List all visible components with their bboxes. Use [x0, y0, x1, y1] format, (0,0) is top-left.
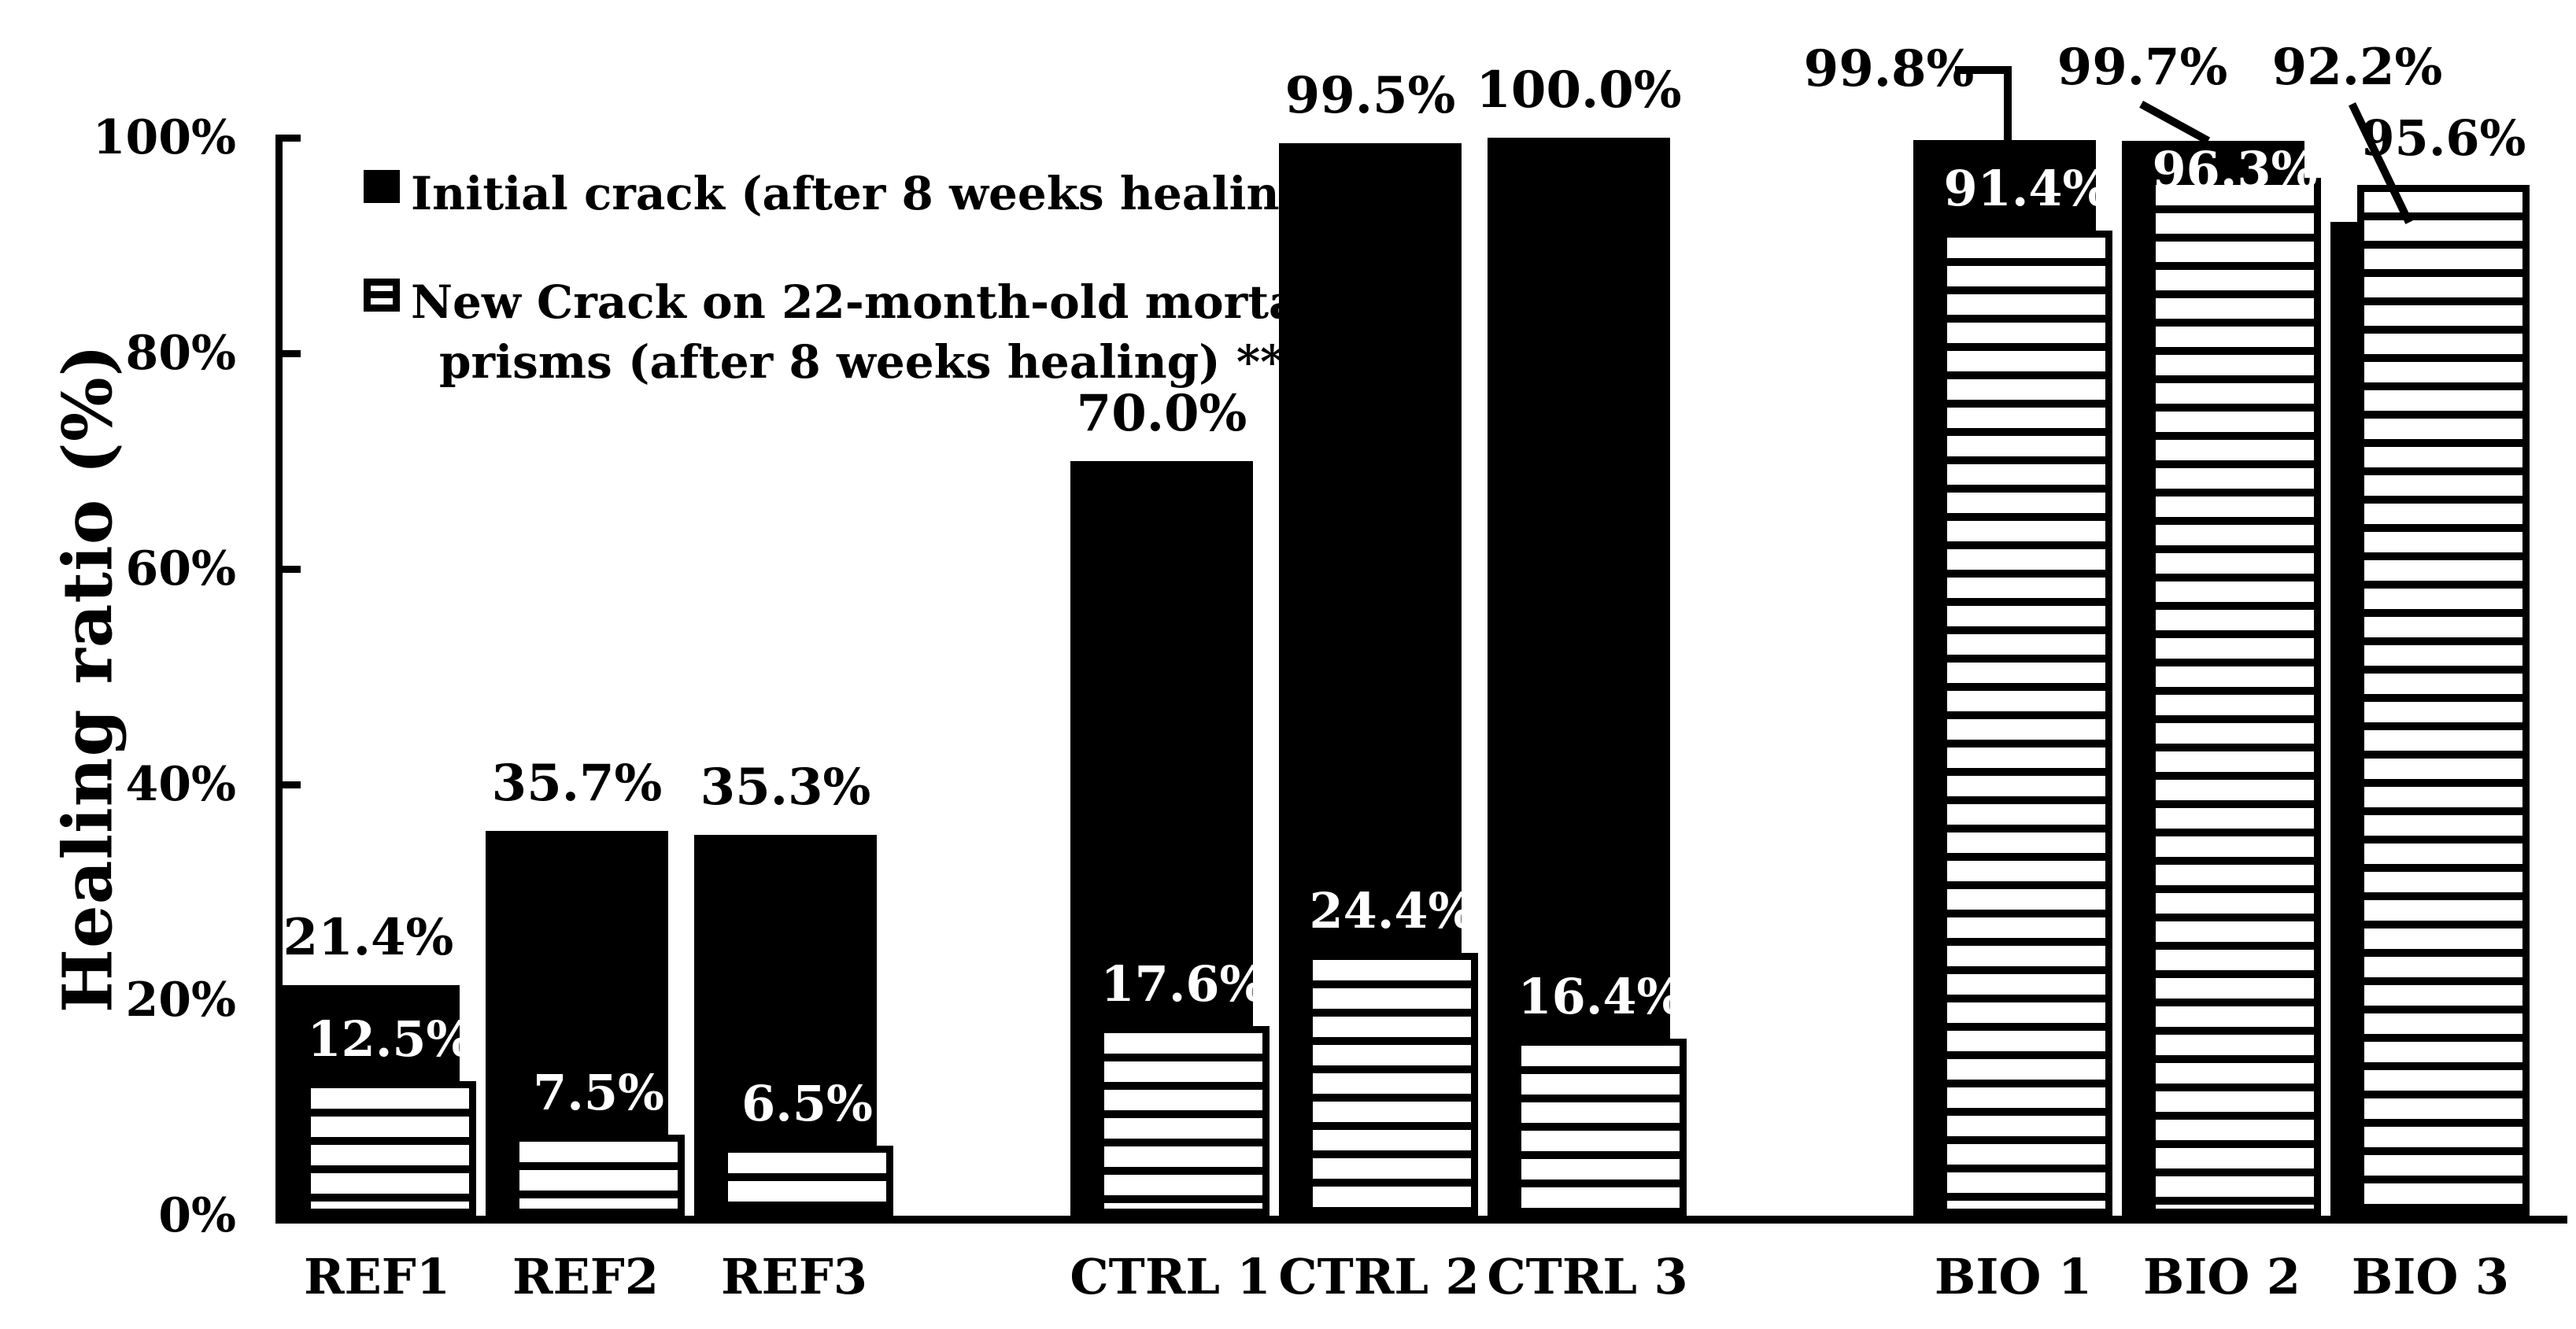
value-label-initial-bio-1: 99.8%: [1803, 39, 1975, 98]
leader-line-bio-1-vertical: [2004, 66, 2012, 145]
category-label-bio-1: BIO 1: [1934, 1248, 2093, 1305]
value-label-newcrack-ref3: 6.5%: [741, 1074, 873, 1132]
value-label-newcrack-ctrl-1: 17.6%: [1100, 954, 1266, 1013]
category-label-ctrl-3: CTRL 3: [1487, 1248, 1688, 1305]
value-label-initial-ctrl-3: 100.0%: [1476, 61, 1682, 120]
bar-newcrack-bio-3: [2357, 185, 2530, 1216]
category-label-ref1: REF1: [304, 1248, 450, 1305]
value-label-initial-ctrl-2: 99.5%: [1284, 65, 1456, 125]
y-tick-label-100%: 100%: [92, 110, 236, 165]
leader-line-bio-2: [2139, 101, 2211, 145]
bar-newcrack-ctrl-2: [1306, 952, 1478, 1216]
bar-newcrack-ref2: [512, 1135, 685, 1216]
legend-swatch-striped-icon: [364, 279, 400, 312]
y-tick-label-80%: 80%: [125, 326, 236, 381]
value-label-newcrack-ref2: 7.5%: [533, 1064, 664, 1122]
category-label-ref3: REF3: [721, 1248, 867, 1305]
legend-item-initial-crack: Initial crack (after 8 weeks healing) *: [364, 164, 1373, 223]
legend: Initial crack (after 8 weeks healing) * …: [364, 164, 1373, 392]
y-tick-label-20%: 20%: [125, 973, 236, 1028]
y-tick-label-40%: 40%: [125, 757, 236, 812]
bar-newcrack-bio-1: [1940, 230, 2112, 1216]
value-label-newcrack-ctrl-2: 24.4%: [1309, 881, 1475, 940]
y-tick-label-60%: 60%: [125, 541, 236, 596]
value-label-newcrack-bio-2: 96.3%: [2152, 141, 2318, 199]
value-label-initial-ref3: 35.3%: [700, 758, 871, 818]
value-label-initial-ref2: 35.7%: [491, 753, 663, 813]
x-axis-line: [275, 1216, 2567, 1224]
y-tick-80%: [283, 349, 301, 357]
legend-label-new-crack: New Crack on 22-month-old mortar prisms …: [411, 272, 1322, 392]
legend-label-initial-crack: Initial crack (after 8 weeks healing) *: [411, 167, 1373, 220]
value-label-initial-ref1: 21.4%: [283, 907, 454, 967]
bar-newcrack-ctrl-1: [1097, 1025, 1270, 1216]
legend-label-new-crack-line1: New Crack on 22-month-old mortar: [411, 275, 1323, 329]
value-label-initial-bio-3: 92.2%: [2271, 38, 2443, 97]
y-tick-60%: [283, 565, 301, 573]
legend-label-new-crack-line2: prisms (after 8 weeks healing) **: [439, 335, 1284, 389]
legend-swatch-solid-black-icon: [364, 170, 400, 203]
value-label-initial-bio-2: 99.7%: [2057, 38, 2228, 97]
y-tick-40%: [283, 781, 301, 788]
bar-initial-ctrl-3: [1488, 138, 1670, 1216]
category-label-ctrl-1: CTRL 1: [1070, 1248, 1271, 1305]
value-label-newcrack-bio-1: 91.4%: [1943, 159, 2109, 217]
category-label-bio-2: BIO 2: [2142, 1248, 2301, 1305]
y-tick-label-0%: 0%: [158, 1188, 236, 1243]
value-label-newcrack-ref1: 12.5%: [307, 1010, 473, 1068]
bar-newcrack-ref1: [304, 1080, 476, 1216]
y-tick-100%: [283, 134, 301, 142]
category-label-bio-3: BIO 3: [2351, 1248, 2510, 1305]
value-label-newcrack-ctrl-3: 16.4%: [1517, 968, 1683, 1026]
y-axis-line: [275, 135, 283, 1224]
bar-newcrack-ctrl-3: [1514, 1039, 1687, 1216]
category-label-ref2: REF2: [512, 1248, 659, 1305]
value-label-newcrack-bio-3: 95.6%: [2360, 109, 2526, 168]
legend-item-new-crack: New Crack on 22-month-old mortar prisms …: [364, 272, 1373, 392]
value-label-initial-ctrl-1: 70.0%: [1076, 384, 1247, 443]
leader-line-bio-1-horizontal: [1955, 66, 2012, 74]
bar-newcrack-ref3: [721, 1145, 893, 1216]
y-axis-title: Healing ratio (%): [48, 343, 128, 1013]
category-label-ctrl-2: CTRL 2: [1278, 1248, 1480, 1305]
bar-newcrack-bio-2: [2149, 177, 2321, 1216]
